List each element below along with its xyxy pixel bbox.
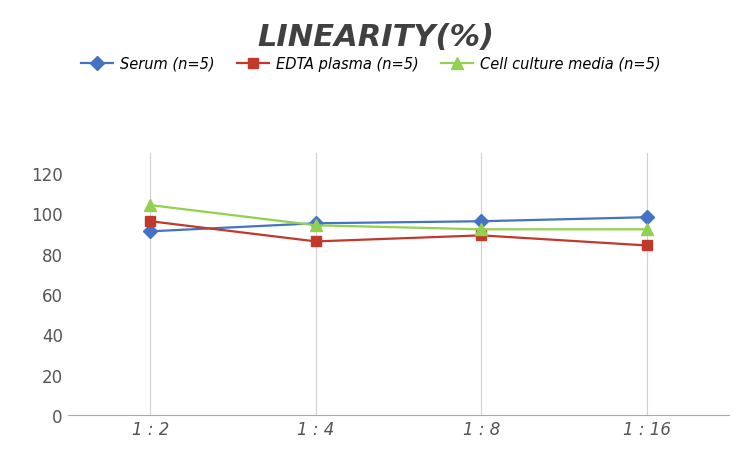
Legend: Serum (n=5), EDTA plasma (n=5), Cell culture media (n=5): Serum (n=5), EDTA plasma (n=5), Cell cul… [75, 51, 666, 78]
Cell culture media (n=5) [311, 223, 320, 229]
EDTA plasma (n=5) [311, 239, 320, 244]
Line: Serum (n=5): Serum (n=5) [146, 213, 651, 237]
Serum (n=5) [642, 215, 651, 221]
Cell culture media (n=5) [146, 203, 155, 208]
Line: Cell culture media (n=5): Cell culture media (n=5) [144, 199, 653, 236]
Line: EDTA plasma (n=5): EDTA plasma (n=5) [146, 217, 651, 251]
EDTA plasma (n=5) [477, 233, 486, 239]
Serum (n=5) [477, 219, 486, 225]
Text: LINEARITY(%): LINEARITY(%) [257, 23, 495, 51]
Cell culture media (n=5) [642, 227, 651, 233]
EDTA plasma (n=5) [146, 219, 155, 225]
Serum (n=5) [146, 229, 155, 235]
EDTA plasma (n=5) [642, 243, 651, 249]
Serum (n=5) [311, 221, 320, 226]
Cell culture media (n=5) [477, 227, 486, 233]
